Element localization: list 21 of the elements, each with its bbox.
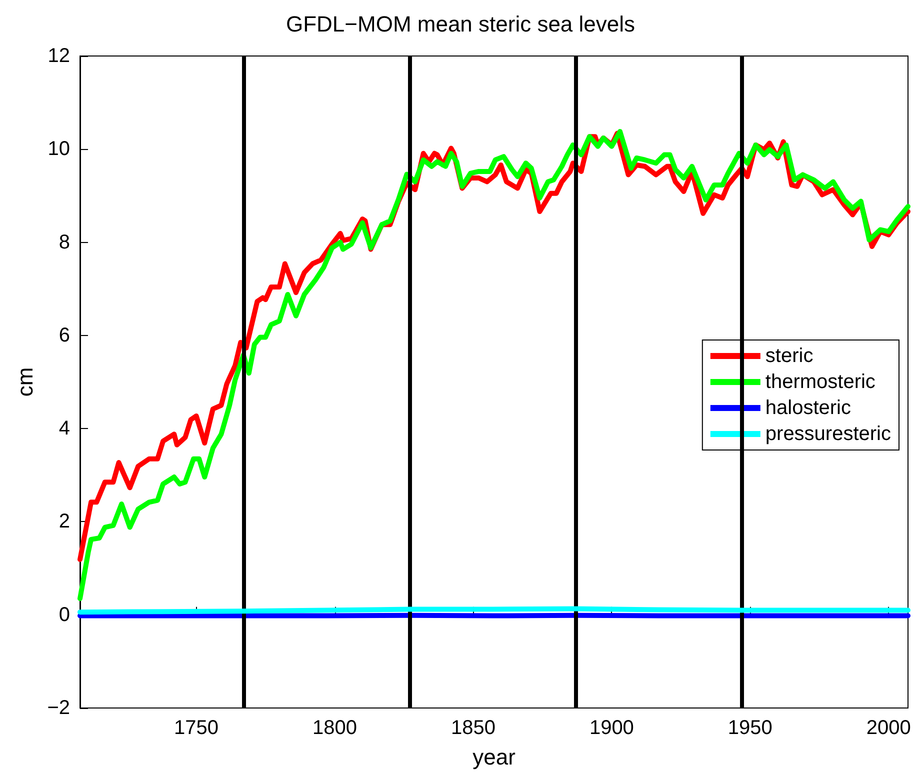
chart-title: GFDL−MOM mean steric sea levels: [286, 12, 636, 36]
y-axis-title: cm: [12, 367, 38, 397]
legend-label: thermosteric: [765, 371, 876, 393]
x-tick-label: 1900: [589, 717, 634, 739]
x-axis-title: year: [472, 744, 516, 770]
x-tick-label: 1950: [728, 717, 772, 739]
x-tick-label: 2000: [866, 717, 911, 739]
x-tick-label: 1750: [174, 717, 219, 739]
legend-label: pressuresteric: [765, 423, 892, 445]
y-tick-label: 2: [58, 510, 70, 533]
x-tick-label: 1850: [450, 717, 496, 739]
legend-label: halosteric: [765, 397, 852, 419]
x-tick-label: 1800: [312, 717, 358, 739]
y-tick-label: −2: [47, 697, 70, 719]
y-tick-label: 8: [58, 231, 70, 254]
legend-label: steric: [765, 345, 814, 367]
y-tick-label: 4: [58, 418, 70, 440]
y-tick-label: 10: [48, 138, 70, 160]
y-tick-label: 0: [58, 604, 70, 626]
y-tick-label: 6: [58, 324, 70, 346]
y-tick-label: 12: [48, 45, 70, 67]
